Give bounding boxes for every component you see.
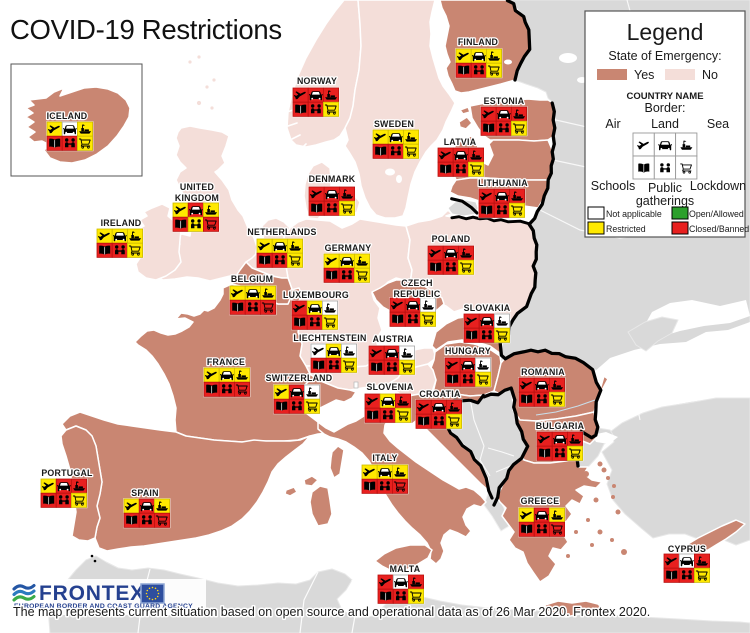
- svg-text:Not applicable: Not applicable: [606, 209, 662, 219]
- svg-text:GERMANY: GERMANY: [325, 243, 372, 253]
- svg-text:Land: Land: [651, 117, 679, 131]
- svg-text:Border:: Border:: [645, 101, 686, 115]
- svg-text:BELGIUM: BELGIUM: [231, 274, 273, 284]
- svg-text:HUNGARY: HUNGARY: [445, 346, 491, 356]
- svg-text:NORWAY: NORWAY: [297, 76, 337, 86]
- svg-text:REPUBLIC: REPUBLIC: [394, 289, 441, 299]
- svg-text:BULGARIA: BULGARIA: [536, 421, 585, 431]
- svg-text:SWITZERLAND: SWITZERLAND: [266, 373, 333, 383]
- svg-text:SPAIN: SPAIN: [131, 488, 158, 498]
- svg-text:SLOVAKIA: SLOVAKIA: [464, 303, 511, 313]
- svg-text:IRELAND: IRELAND: [101, 218, 142, 228]
- svg-text:FRANCE: FRANCE: [207, 357, 245, 367]
- svg-text:COVID-19 Restrictions: COVID-19 Restrictions: [10, 14, 282, 45]
- svg-text:Air: Air: [605, 117, 620, 131]
- svg-text:LITHUANIA: LITHUANIA: [478, 178, 528, 188]
- svg-text:FINLAND: FINLAND: [458, 37, 498, 47]
- svg-text:ESTONIA: ESTONIA: [484, 96, 525, 106]
- svg-text:SWEDEN: SWEDEN: [374, 119, 414, 129]
- svg-text:AUSTRIA: AUSTRIA: [373, 334, 414, 344]
- svg-text:LATVIA: LATVIA: [444, 137, 477, 147]
- svg-text:LIECHTENSTEIN: LIECHTENSTEIN: [293, 333, 366, 343]
- svg-text:Sea: Sea: [707, 117, 729, 131]
- svg-text:MALTA: MALTA: [390, 564, 421, 574]
- svg-text:ITALY: ITALY: [372, 453, 397, 463]
- svg-text:Yes: Yes: [634, 68, 654, 82]
- svg-text:CYPRUS: CYPRUS: [668, 544, 706, 554]
- svg-text:FRONTEX: FRONTEX: [39, 582, 145, 605]
- svg-text:COUNTRY NAME: COUNTRY NAME: [626, 91, 703, 102]
- svg-text:UNITED: UNITED: [180, 182, 214, 192]
- svg-text:Public: Public: [648, 181, 682, 195]
- svg-text:Closed/Banned: Closed/Banned: [689, 224, 749, 234]
- svg-text:SLOVENIA: SLOVENIA: [367, 382, 414, 392]
- svg-text:CZECH: CZECH: [401, 278, 433, 288]
- svg-text:DENMARK: DENMARK: [309, 174, 356, 184]
- svg-text:No: No: [702, 68, 718, 82]
- svg-text:Legend: Legend: [627, 19, 704, 45]
- svg-text:Schools: Schools: [591, 179, 635, 193]
- svg-text:Restricted: Restricted: [606, 224, 646, 234]
- svg-text:ROMANIA: ROMANIA: [521, 367, 565, 377]
- svg-text:KINGDOM: KINGDOM: [175, 193, 219, 203]
- svg-text:Lockdown: Lockdown: [690, 179, 746, 193]
- svg-text:CROATIA: CROATIA: [419, 389, 461, 399]
- svg-text:LUXEMBOURG: LUXEMBOURG: [283, 290, 349, 300]
- svg-text:GREECE: GREECE: [521, 496, 560, 506]
- svg-text:PORTUGAL: PORTUGAL: [41, 468, 93, 478]
- svg-text:EUROPEAN BORDER AND COAST GUAR: EUROPEAN BORDER AND COAST GUARD AGENCY: [14, 603, 193, 610]
- svg-text:Open/Allowed: Open/Allowed: [689, 209, 744, 219]
- svg-text:The map represents current sit: The map represents current situation bas…: [13, 605, 650, 619]
- svg-text:ICELAND: ICELAND: [47, 111, 88, 121]
- svg-text:POLAND: POLAND: [432, 234, 471, 244]
- svg-text:State of Emergency:: State of Emergency:: [608, 49, 721, 63]
- svg-text:gatherings: gatherings: [636, 194, 694, 208]
- svg-text:NETHERLANDS: NETHERLANDS: [247, 227, 316, 237]
